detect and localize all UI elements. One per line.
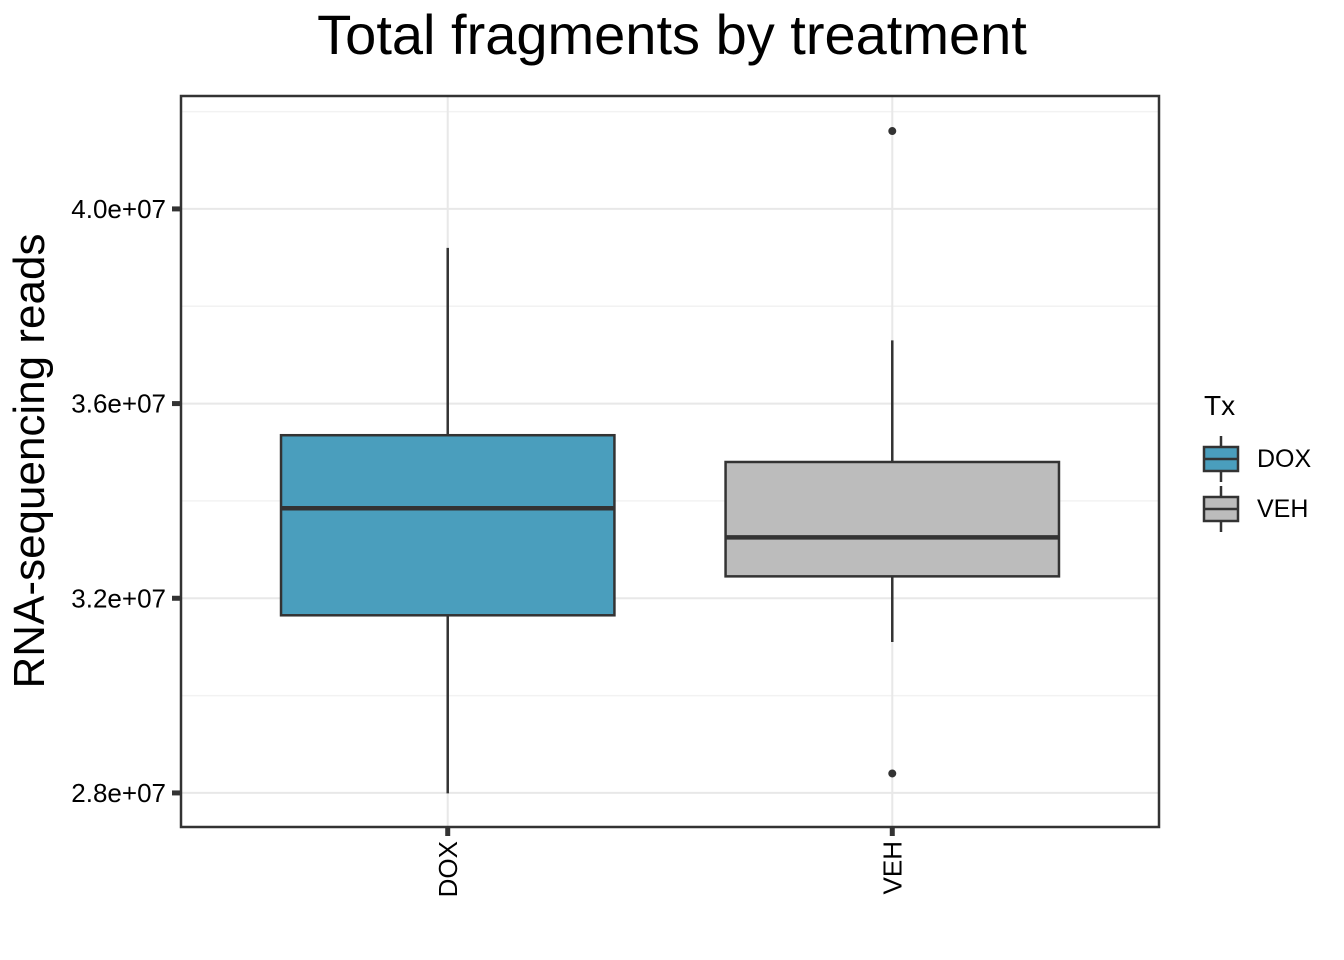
- legend-entry-label: DOX: [1257, 444, 1312, 473]
- outlier-point-veh: [888, 769, 897, 778]
- legend-title: Tx: [1204, 390, 1236, 421]
- x-tick-label: VEH: [877, 841, 907, 894]
- y-tick-label: 3.2e+07: [71, 583, 166, 613]
- outlier-point-veh: [888, 127, 897, 136]
- box-veh: [724, 460, 1061, 578]
- legend-key-boxplot-glyph: [1202, 486, 1240, 532]
- legend-key-boxplot-glyph: [1202, 436, 1240, 482]
- legend-entries: DOX VEH: [1202, 436, 1311, 532]
- chart-title: Total fragments by treatment: [317, 3, 1027, 66]
- legend: Tx DOX VEH: [1202, 390, 1311, 536]
- y-tick-label: 3.6e+07: [71, 389, 166, 419]
- legend-entry-veh: VEH: [1202, 486, 1311, 532]
- y-tick-label: 4.0e+07: [71, 194, 166, 224]
- legend-entry-dox: DOX: [1202, 436, 1311, 482]
- panel-border: [179, 94, 1161, 829]
- x-tick-label: DOX: [433, 841, 463, 897]
- y-tick-label: 2.8e+07: [71, 778, 166, 808]
- box-dox: [279, 433, 616, 617]
- legend-entry-label: VEH: [1257, 494, 1309, 523]
